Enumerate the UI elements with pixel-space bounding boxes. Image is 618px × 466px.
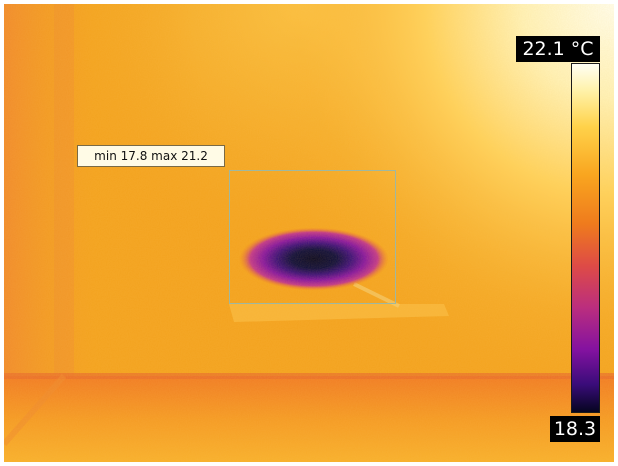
min-max-readout: min 17.8 max 21.2 [77,145,225,167]
measurement-area-box[interactable] [229,170,396,304]
temperature-color-scale [571,63,600,413]
scale-max-label: 22.1 °C [516,36,600,62]
scale-min-label: 18.3 [550,416,600,442]
thermal-scene [4,4,614,462]
thermal-image [4,4,614,462]
sensor-noise [4,4,614,462]
